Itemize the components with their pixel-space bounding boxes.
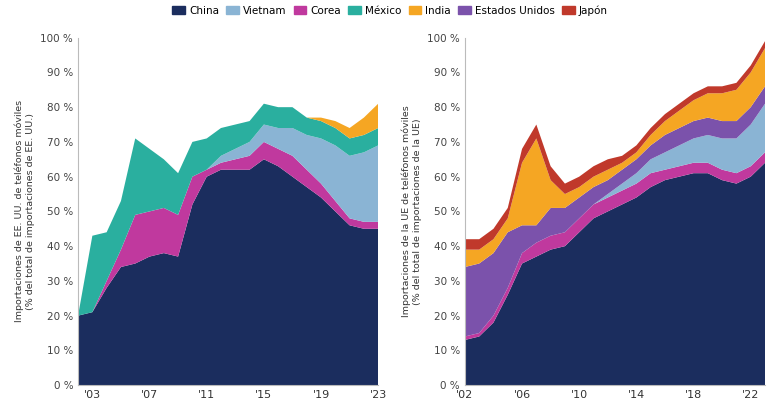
Legend: China, Vietnam, Corea, México, India, Estados Unidos, Japón: China, Vietnam, Corea, México, India, Es… — [168, 1, 612, 20]
Y-axis label: Importaciones de la UE de teléfonos móviles
(% del total de importaciones de la : Importaciones de la UE de teléfonos móvi… — [402, 105, 422, 317]
Y-axis label: Importaciones de EE. UU. de teléfonos móviles
(% del total de importaciones de E: Importaciones de EE. UU. de teléfonos mó… — [15, 100, 35, 322]
